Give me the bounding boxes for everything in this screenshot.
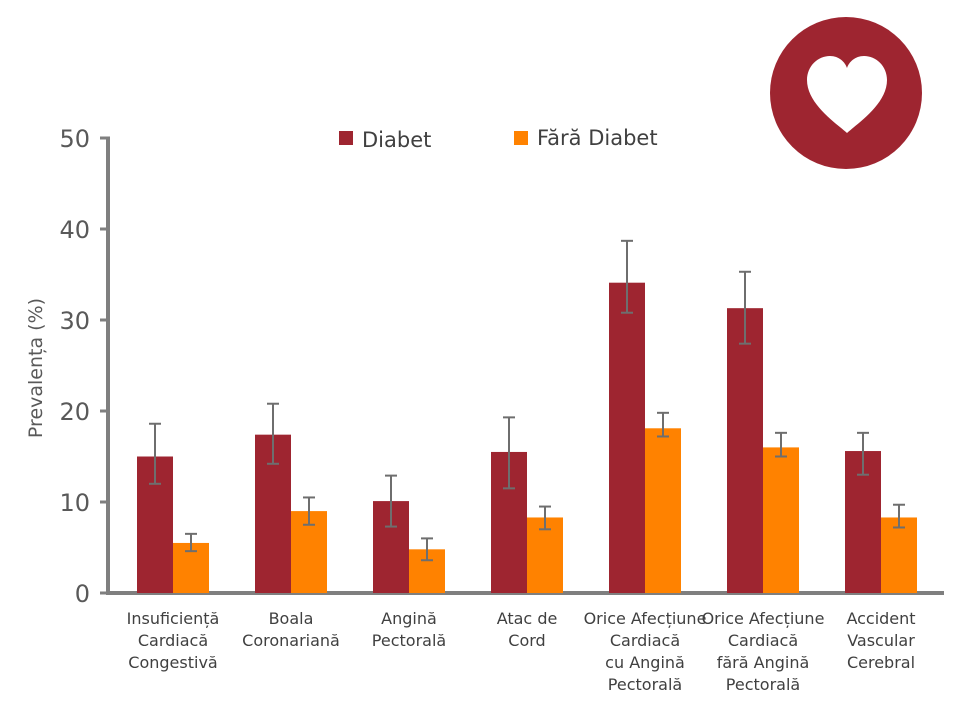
bar [727,308,763,593]
y-axis-label: Prevalența (%) [25,298,47,438]
y-tick-label: 0 [75,580,90,608]
legend: Diabet Fără Diabet [339,126,658,152]
y-tick-label: 50 [59,125,90,153]
x-category-label: Boala Coronariană [242,609,340,650]
x-category-label: Atac de Cord [497,609,558,650]
y-tick-label: 20 [59,398,90,426]
heart-logo [770,17,922,169]
legend-label-diabet: Diabet [362,128,431,152]
bar [609,282,645,593]
x-category-label: Angină Pectorală [372,609,446,650]
bar [881,517,917,593]
legend-swatch-fara-diabet [514,131,528,145]
legend-swatch-diabet [339,131,353,145]
y-tick-label: 30 [59,307,90,335]
bar [763,447,799,593]
x-category-label: Insuficiență Cardiacă Congestivă [127,609,220,672]
x-category-label: Orice Afecțiune Cardiacă cu Angină Pectoral… [584,609,707,694]
heart-icon [807,56,887,133]
legend-label-fara-diabet: Fără Diabet [537,126,658,150]
y-tick-label: 40 [59,216,90,244]
y-ticks: 0 10 20 30 40 50 [59,125,110,608]
x-categories: Insuficiență Cardiacă Congestivă Boala Coron… [127,609,916,694]
bar [645,428,681,593]
x-category-label: Orice Afecțiune Cardiacă fără Angină Pector… [702,609,825,694]
bars [137,239,917,593]
y-tick-label: 10 [59,489,90,517]
x-category-label: Accident Vascular Cerebral [846,609,915,672]
